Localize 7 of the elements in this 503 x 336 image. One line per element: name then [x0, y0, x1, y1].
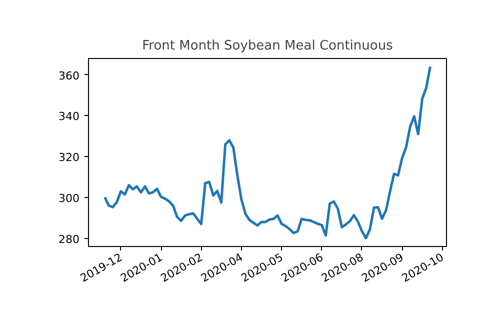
y-tick-label: 300	[58, 192, 80, 205]
y-tick-label: 320	[58, 151, 80, 164]
y-tick-label: 360	[58, 69, 80, 82]
y-tick-label: 280	[58, 232, 80, 246]
y-tick-label: 340	[58, 110, 80, 124]
chart-title: Front Month Soybean Meal Continuous	[142, 38, 394, 54]
line-series	[104, 65, 432, 240]
